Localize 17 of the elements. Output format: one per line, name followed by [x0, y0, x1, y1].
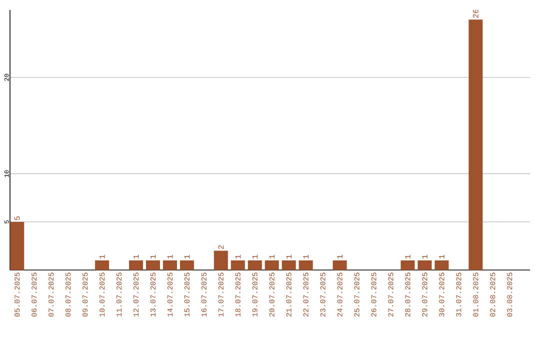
- bar: [298, 260, 313, 270]
- bar: [10, 222, 24, 270]
- bar: [434, 260, 449, 270]
- bar: [214, 250, 228, 270]
- bar: [248, 260, 262, 270]
- bar: [418, 260, 432, 270]
- bar: [332, 260, 347, 270]
- bar: [180, 260, 194, 270]
- bar: [282, 260, 296, 270]
- bar: [129, 260, 144, 270]
- bar: [95, 260, 110, 270]
- bar: [400, 260, 415, 270]
- bar: [230, 260, 245, 270]
- bar: [468, 20, 483, 270]
- bar: [264, 260, 279, 270]
- bar: [146, 260, 160, 270]
- bar: [162, 260, 177, 270]
